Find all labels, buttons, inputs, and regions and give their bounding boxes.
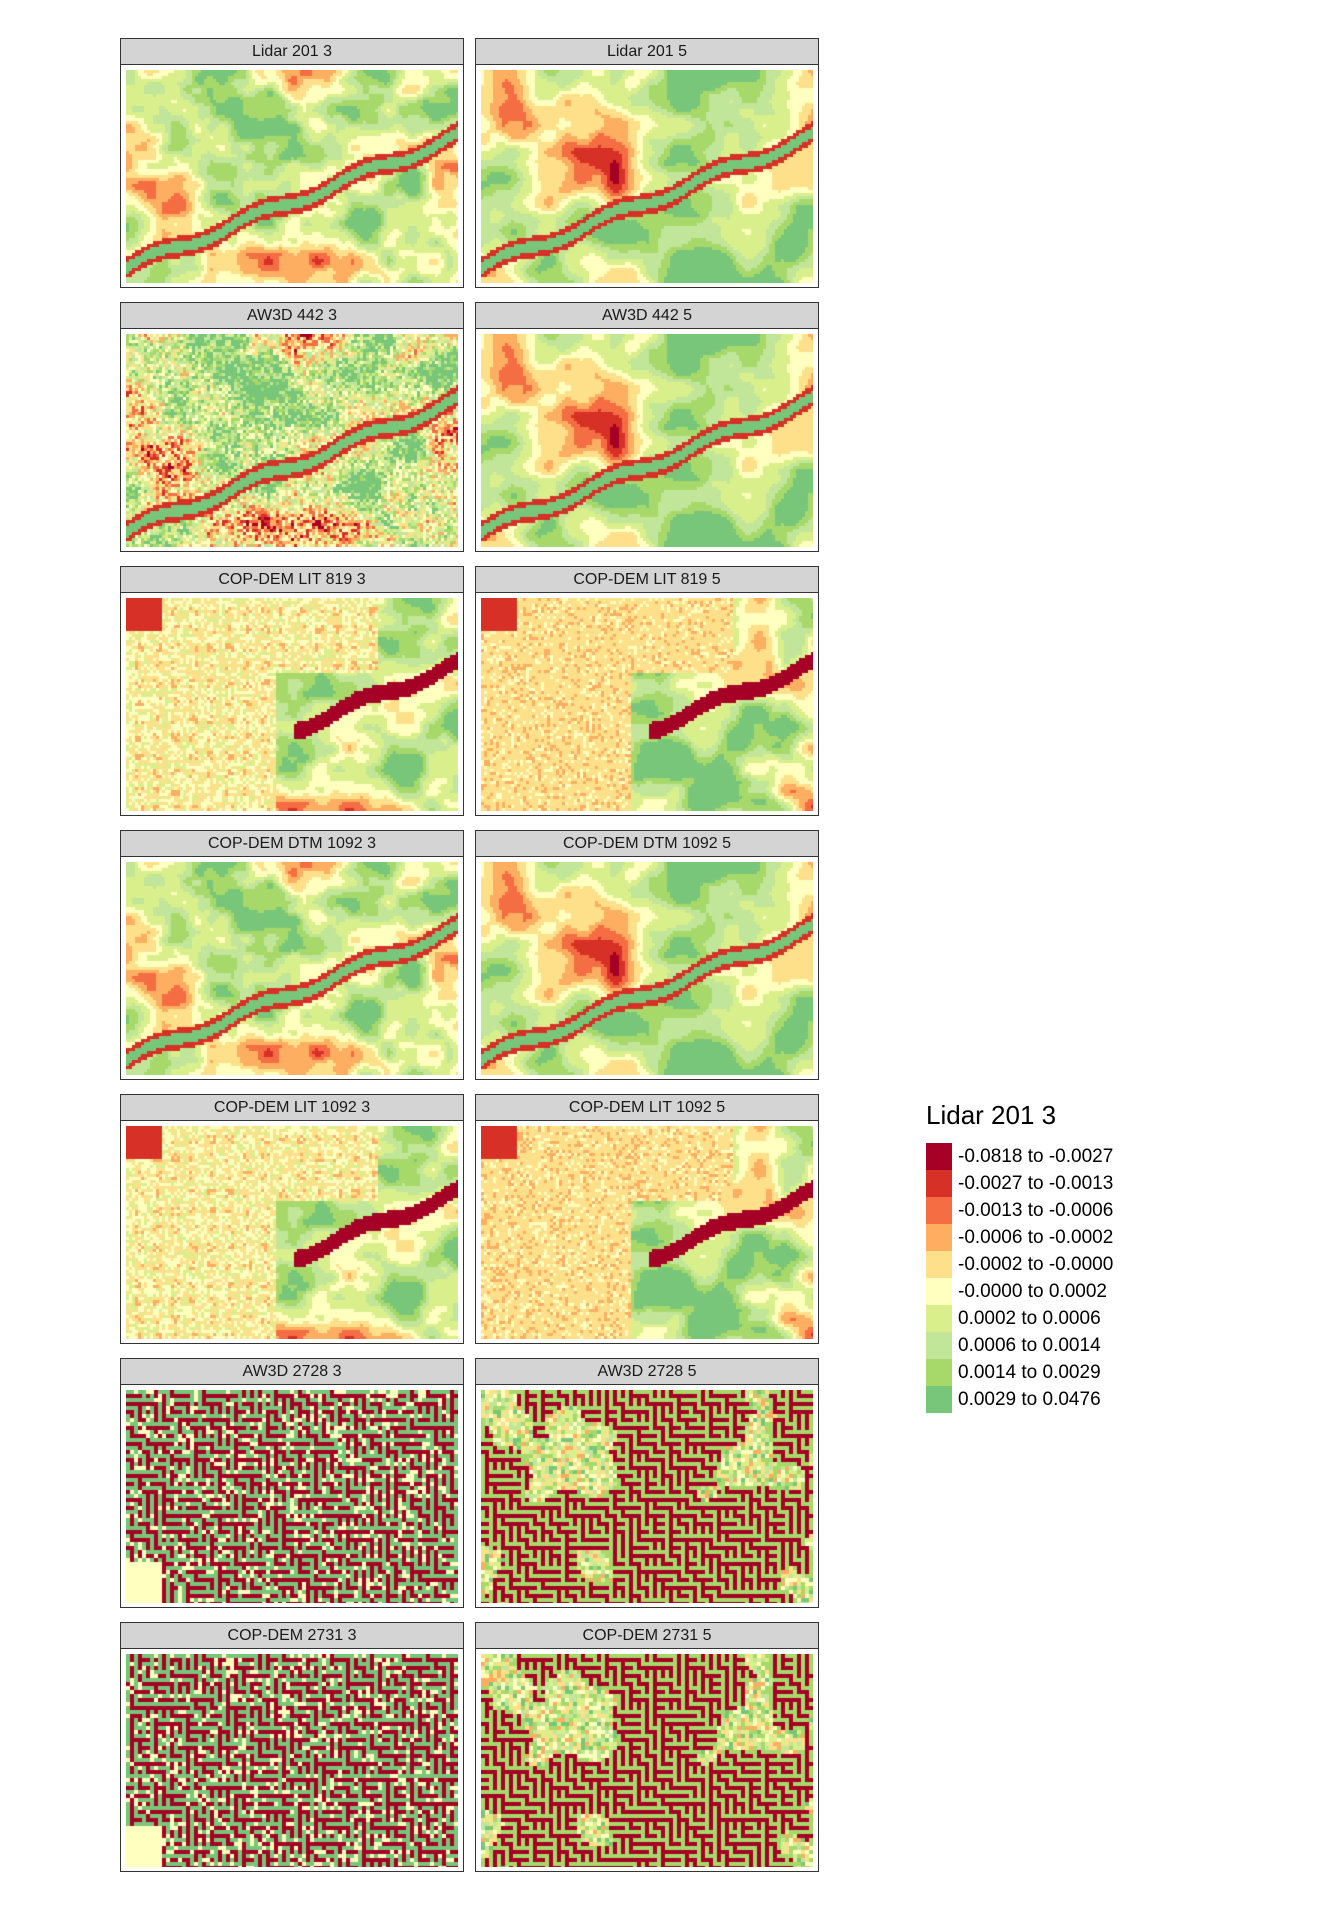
raster-map: [481, 1126, 813, 1339]
map-panel: COP-DEM LIT 1092 5: [475, 1094, 819, 1344]
legend-swatch: [926, 1251, 952, 1278]
legend-swatch: [926, 1332, 952, 1359]
legend-label: 0.0029 to 0.0476: [958, 1388, 1101, 1410]
panel-title: COP-DEM 2731 3: [121, 1623, 463, 1649]
legend-label: 0.0002 to 0.0006: [958, 1307, 1101, 1329]
map-panel: Lidar 201 3: [120, 38, 464, 288]
map-panel: COP-DEM LIT 819 5: [475, 566, 819, 816]
legend-item: -0.0818 to -0.0027: [926, 1143, 1113, 1170]
legend-label: -0.0013 to -0.0006: [958, 1199, 1114, 1221]
panel-title: COP-DEM DTM 1092 5: [476, 831, 818, 857]
legend-item: -0.0027 to -0.0013: [926, 1170, 1113, 1197]
raster-map: [126, 862, 458, 1075]
map-panel: COP-DEM 2731 3: [120, 1622, 464, 1872]
legend-title: Lidar 201 3: [926, 1100, 1057, 1130]
legend-swatch: [926, 1143, 952, 1170]
legend-item: 0.0006 to 0.0014: [926, 1332, 1113, 1359]
legend-item: 0.0014 to 0.0029: [926, 1359, 1113, 1386]
map-panel: AW3D 442 3: [120, 302, 464, 552]
legend-label: -0.0006 to -0.0002: [958, 1226, 1114, 1248]
map-panel: COP-DEM DTM 1092 3: [120, 830, 464, 1080]
legend-swatch: [926, 1386, 952, 1413]
legend-label: -0.0000 to 0.0002: [958, 1280, 1107, 1302]
raster-map: [481, 334, 813, 547]
legend-item: -0.0002 to -0.0000: [926, 1251, 1113, 1278]
legend-item: 0.0002 to 0.0006: [926, 1305, 1113, 1332]
panel-title: COP-DEM 2731 5: [476, 1623, 818, 1649]
panel-title: Lidar 201 3: [121, 39, 463, 65]
panel-title: COP-DEM LIT 1092 5: [476, 1095, 818, 1121]
legend-label: 0.0014 to 0.0029: [958, 1361, 1101, 1383]
legend-label: 0.0006 to 0.0014: [958, 1334, 1101, 1356]
panel-title: AW3D 2728 3: [121, 1359, 463, 1385]
legend-swatch: [926, 1224, 952, 1251]
map-panel: Lidar 201 5: [475, 38, 819, 288]
legend-item: -0.0013 to -0.0006: [926, 1197, 1113, 1224]
raster-map: [126, 1126, 458, 1339]
raster-map: [481, 1390, 813, 1603]
raster-map: [126, 334, 458, 547]
raster-map: [481, 862, 813, 1075]
panel-title: AW3D 2728 5: [476, 1359, 818, 1385]
legend-item: 0.0029 to 0.0476: [926, 1386, 1113, 1413]
raster-map: [481, 1654, 813, 1867]
map-panel: COP-DEM LIT 1092 3: [120, 1094, 464, 1344]
legend: Lidar 201 3 -0.0818 to -0.0027 -0.0027 to…: [926, 1100, 1113, 1413]
raster-map: [481, 70, 813, 283]
legend-swatch: [926, 1305, 952, 1332]
legend-label: -0.0818 to -0.0027: [958, 1145, 1114, 1167]
panel-title: COP-DEM LIT 1092 3: [121, 1095, 463, 1121]
raster-map: [126, 1654, 458, 1867]
legend-label: -0.0027 to -0.0013: [958, 1172, 1114, 1194]
raster-map: [126, 1390, 458, 1603]
panel-title: AW3D 442 3: [121, 303, 463, 329]
legend-swatch: [926, 1278, 952, 1305]
raster-map: [126, 598, 458, 811]
panel-title: COP-DEM LIT 819 5: [476, 567, 818, 593]
legend-label: -0.0002 to -0.0000: [958, 1253, 1114, 1275]
map-panel: COP-DEM LIT 819 3: [120, 566, 464, 816]
panel-title: COP-DEM LIT 819 3: [121, 567, 463, 593]
panel-title: Lidar 201 5: [476, 39, 818, 65]
legend-swatch: [926, 1170, 952, 1197]
legend-swatch: [926, 1359, 952, 1386]
map-panel: COP-DEM 2731 5: [475, 1622, 819, 1872]
panel-title: COP-DEM DTM 1092 3: [121, 831, 463, 857]
panel-title: AW3D 442 5: [476, 303, 818, 329]
raster-map: [481, 598, 813, 811]
legend-item: -0.0000 to 0.0002: [926, 1278, 1113, 1305]
map-panel: AW3D 442 5: [475, 302, 819, 552]
map-panel: AW3D 2728 5: [475, 1358, 819, 1608]
map-panel: COP-DEM DTM 1092 5: [475, 830, 819, 1080]
raster-map: [126, 70, 458, 283]
legend-item: -0.0006 to -0.0002: [926, 1224, 1113, 1251]
legend-swatch: [926, 1197, 952, 1224]
map-panel: AW3D 2728 3: [120, 1358, 464, 1608]
